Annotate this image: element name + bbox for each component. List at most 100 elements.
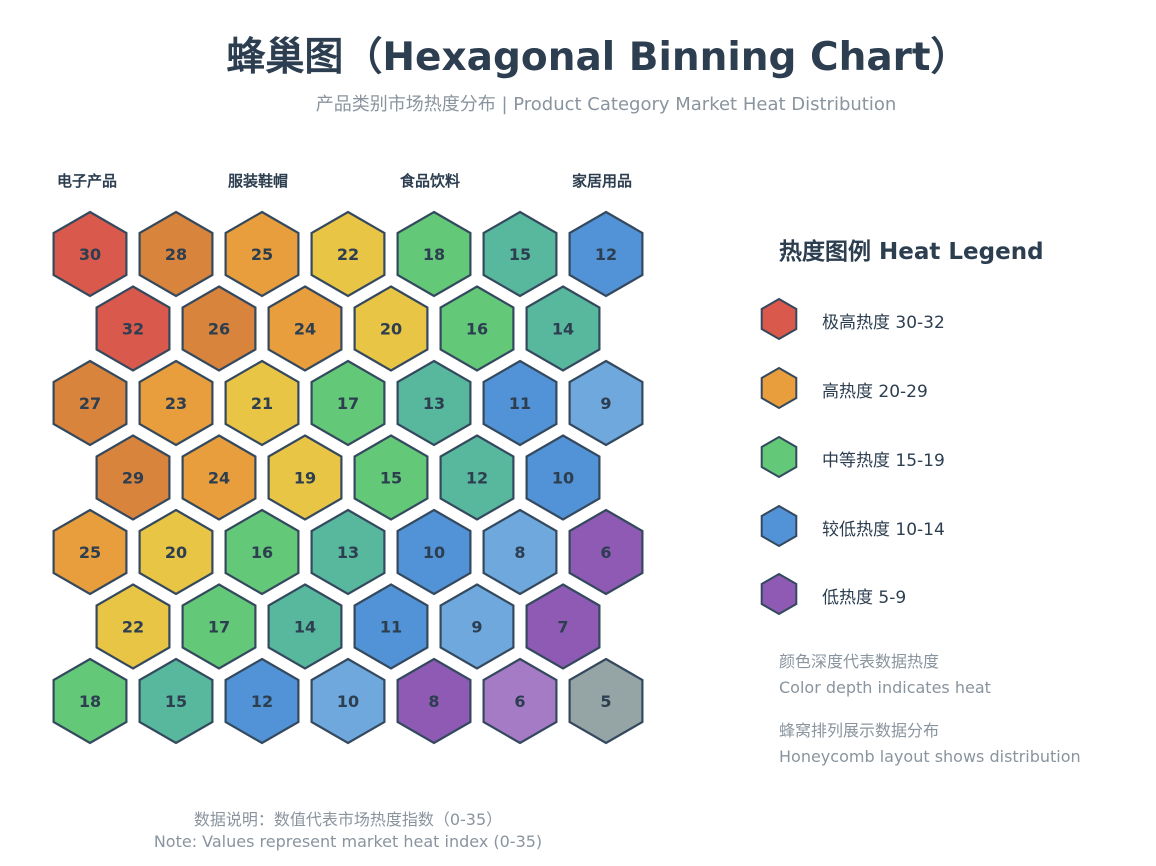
hex-cell-value: 28 <box>165 245 187 264</box>
legend-item: 高热度 20-29 <box>759 366 1119 410</box>
legend-label: 低热度 5-9 <box>822 588 907 608</box>
hex-cell-value: 8 <box>428 692 439 711</box>
hex-cell-shape <box>95 285 171 372</box>
legend-label: 较低热度 10-14 <box>822 520 945 540</box>
hex-cell: 8 <box>396 657 472 745</box>
hex-cell: 14 <box>525 285 601 372</box>
hex-cell-value: 22 <box>122 618 144 637</box>
hex-cell: 23 <box>138 359 214 447</box>
hex-cell: 17 <box>181 583 257 670</box>
hex-cell-value: 15 <box>509 245 531 264</box>
hex-cell-shape <box>439 583 515 670</box>
hex-cell-shape <box>95 583 171 670</box>
hex-cell-value: 27 <box>79 394 101 413</box>
hex-cell: 9 <box>439 583 515 670</box>
hex-cell-shape <box>138 508 214 596</box>
hex-cell: 22 <box>310 210 386 298</box>
legend-note: 颜色深度代表数据热度 Color depth indicates heat <box>779 649 991 701</box>
footer-note-cn: 数据说明：数值代表市场热度指数（0-35） <box>193 810 503 829</box>
hex-cell-shape <box>181 583 257 670</box>
hex-cell-shape <box>224 657 300 745</box>
hex-cell: 15 <box>482 210 558 298</box>
hex-cell-shape <box>310 657 386 745</box>
hex-cell: 18 <box>52 657 128 745</box>
hex-cell: 18 <box>396 210 472 298</box>
honeycomb-chart: 30 28 25 22 18 15 12 32 26 24 20 16 14 27 23 21 17 13 11 9 2… <box>52 210 644 745</box>
hex-cell-value: 18 <box>79 692 101 711</box>
hex-cell: 9 <box>568 359 644 447</box>
hex-cell-value: 25 <box>79 543 101 562</box>
hex-cell-value: 9 <box>471 618 482 637</box>
legend-note-line: Color depth indicates heat <box>779 678 991 697</box>
hex-cell-shape <box>568 210 644 298</box>
hex-cell: 32 <box>95 285 171 372</box>
hex-cell: 16 <box>224 508 300 596</box>
hex-cell-value: 10 <box>337 692 359 711</box>
hex-cell-shape <box>525 583 601 670</box>
hex-cell-shape <box>482 657 558 745</box>
hex-cell-shape <box>353 434 429 521</box>
legend-label: 中等热度 15-19 <box>822 451 945 471</box>
hex-cell-value: 14 <box>552 320 574 339</box>
hex-cell-value: 18 <box>423 245 445 264</box>
hex-cell-value: 24 <box>208 469 230 488</box>
legend-item: 极高热度 30-32 <box>759 297 1119 341</box>
hex-cell-shape <box>267 285 343 372</box>
hex-cell-shape <box>353 285 429 372</box>
hex-cell-value: 14 <box>294 618 316 637</box>
hex-cell-value: 21 <box>251 394 273 413</box>
hex-cell-value: 20 <box>165 543 187 562</box>
hex-cell: 15 <box>138 657 214 745</box>
hex-cell-value: 30 <box>79 245 101 264</box>
hex-cell-shape <box>138 359 214 447</box>
hex-cell-value: 12 <box>595 245 617 264</box>
hex-cell-shape <box>52 359 128 447</box>
legend-note-line: 颜色深度代表数据热度 <box>779 652 940 671</box>
hex-cell: 6 <box>482 657 558 745</box>
hex-cell-shape <box>224 508 300 596</box>
hex-cell-shape <box>439 285 515 372</box>
hex-cell-shape <box>52 508 128 596</box>
hex-cell-value: 24 <box>294 320 316 339</box>
hex-cell-value: 13 <box>423 394 445 413</box>
hex-cell: 26 <box>181 285 257 372</box>
hex-cell-shape <box>482 359 558 447</box>
hex-cell-shape <box>568 508 644 596</box>
legend-swatch <box>760 572 798 616</box>
hex-cell: 11 <box>482 359 558 447</box>
hex-cell-shape <box>482 508 558 596</box>
hex-cell: 5 <box>568 657 644 745</box>
hex-cell-shape <box>310 508 386 596</box>
hex-cell-shape <box>396 657 472 745</box>
hex-cell-value: 26 <box>208 320 230 339</box>
hex-cell-value: 10 <box>423 543 445 562</box>
hex-cell: 10 <box>396 508 472 596</box>
hex-cell-shape <box>138 210 214 298</box>
hex-cell-shape <box>267 434 343 521</box>
hex-cell-shape <box>396 359 472 447</box>
hex-cell: 14 <box>267 583 343 670</box>
legend-swatch-hex <box>760 572 798 616</box>
legend-swatch <box>760 504 798 548</box>
hex-cell: 15 <box>353 434 429 521</box>
hex-cell: 19 <box>267 434 343 521</box>
hex-cell: 13 <box>396 359 472 447</box>
hex-cell-shape <box>525 285 601 372</box>
hex-cell-value: 8 <box>514 543 525 562</box>
legend-note-line: 蜂窝排列展示数据分布 <box>779 721 940 740</box>
hex-cell-value: 32 <box>122 320 144 339</box>
legend-swatch-hex <box>760 297 798 341</box>
legend-note-line: Honeycomb layout shows distribution <box>779 747 1081 766</box>
hex-cell-shape <box>52 657 128 745</box>
hex-cell: 29 <box>95 434 171 521</box>
legend-item: 中等热度 15-19 <box>759 435 1119 479</box>
legend-swatch <box>760 297 798 341</box>
hex-cell: 25 <box>52 508 128 596</box>
legend-note: 蜂窝排列展示数据分布 Honeycomb layout shows distri… <box>779 718 1081 770</box>
hex-cell: 13 <box>310 508 386 596</box>
hex-cell-value: 20 <box>380 320 402 339</box>
hex-cell-value: 11 <box>509 394 531 413</box>
hex-cell-shape <box>181 285 257 372</box>
hex-cell: 24 <box>267 285 343 372</box>
hex-cell-shape <box>568 359 644 447</box>
